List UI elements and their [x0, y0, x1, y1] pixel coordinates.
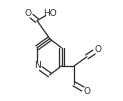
Text: HO: HO [43, 9, 57, 18]
Text: N: N [34, 61, 40, 70]
Text: O: O [94, 45, 101, 54]
Text: O: O [83, 87, 90, 96]
Text: O: O [24, 9, 31, 18]
